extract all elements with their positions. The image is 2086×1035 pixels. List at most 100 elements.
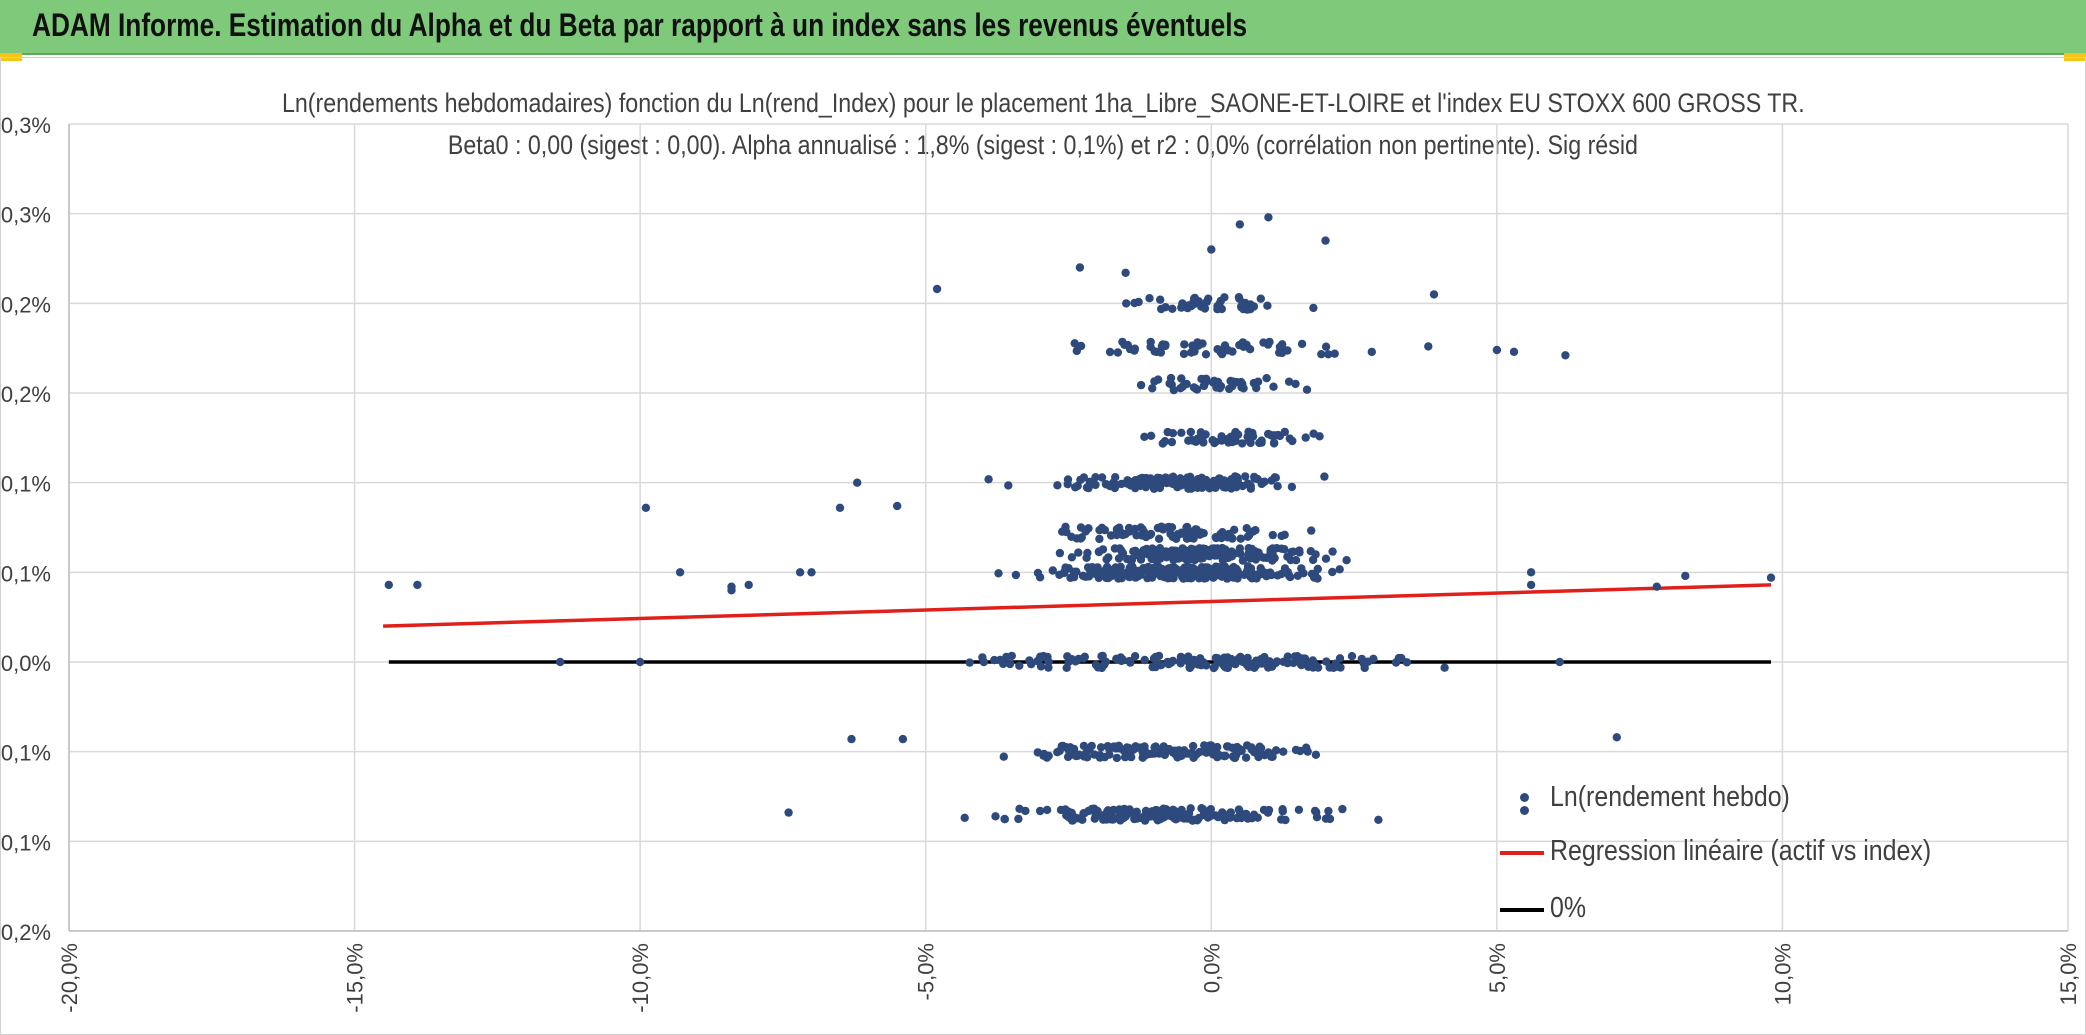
scatter-point (1136, 380, 1146, 390)
scatter-point (1095, 525, 1104, 535)
scatter-point (1236, 652, 1245, 662)
scatter-point (1252, 574, 1261, 583)
scatter-point (1261, 568, 1270, 578)
scatter-point (1114, 525, 1124, 534)
scatter-point (1189, 534, 1198, 543)
scatter-point (1262, 374, 1271, 383)
legend-line-icon (1500, 851, 1544, 855)
scatter-point (1247, 745, 1257, 754)
scatter-point (1325, 814, 1335, 824)
scatter-point (1256, 294, 1266, 303)
scatter-point (1264, 213, 1273, 222)
scatter-point (1197, 661, 1206, 670)
scatter-point (1555, 657, 1564, 667)
report-title: ADAM Informe. Estimation du Alpha et du … (32, 7, 1248, 43)
scatter-point (1267, 662, 1277, 671)
scatter-point (1440, 663, 1449, 672)
scatter-point (1118, 549, 1127, 558)
scatter-point (1113, 655, 1122, 664)
scatter-point (1125, 555, 1134, 565)
scatter-point (1297, 654, 1307, 663)
scatter-point (1324, 350, 1333, 359)
scatter-point (1063, 480, 1072, 489)
scatter-point (1330, 349, 1339, 358)
scatter-point (1011, 570, 1021, 580)
scatter-point (1283, 346, 1292, 355)
scatter-point (641, 503, 651, 512)
scatter-point (1652, 582, 1662, 591)
scatter-point (1087, 741, 1096, 751)
scatter-point (1176, 551, 1186, 561)
scatter-point (1197, 563, 1207, 572)
scatter-point (1208, 436, 1217, 445)
scatter-point (1145, 294, 1154, 303)
scatter-point (1174, 746, 1184, 755)
scatter-point (1070, 339, 1079, 348)
scatter-point (1297, 660, 1306, 670)
scatter-point (1367, 347, 1377, 357)
scatter-point (1027, 660, 1036, 669)
scatter-point (1121, 268, 1130, 277)
scatter-point (1177, 428, 1186, 437)
scatter-point (1242, 524, 1251, 533)
scatter-point (994, 569, 1003, 578)
scatter-point (1177, 805, 1186, 815)
scatter-point (1311, 750, 1321, 759)
scatter-point (1227, 655, 1236, 664)
legend-label-zero: 0% (1550, 892, 1587, 924)
scatter-point (1235, 544, 1245, 553)
scatter-point (1199, 810, 1208, 820)
scatter-point (1220, 815, 1229, 825)
scatter-point (898, 734, 908, 744)
scatter-point (1213, 305, 1222, 314)
scatter-point (1302, 743, 1311, 752)
scatter-point (984, 475, 993, 484)
scatter-point (1188, 816, 1197, 825)
scatter-point (1094, 573, 1104, 583)
scatter-point (1193, 434, 1202, 443)
scatter-point (1091, 473, 1100, 482)
scatter-point (1139, 743, 1148, 753)
scatter-point (1138, 753, 1147, 762)
x-tick-label: 15,0% (2056, 943, 2081, 1005)
scatter-point (1280, 545, 1289, 554)
scatter-point (1244, 427, 1253, 436)
scatter-point (1277, 531, 1286, 541)
scatter-point (1287, 482, 1297, 492)
scatter-point (1076, 534, 1085, 543)
scatter-point (1053, 481, 1062, 490)
scatter-point (1203, 551, 1213, 560)
scatter-point (1158, 439, 1168, 448)
scatter-point (1152, 347, 1162, 357)
scatter-point (1235, 340, 1244, 350)
scatter-point (1186, 804, 1195, 813)
scatter-point (807, 568, 816, 577)
scatter-point (1097, 652, 1106, 661)
y-tick-label: 0,0% (1, 651, 51, 676)
scatter-point (1321, 554, 1331, 563)
scatter-point (1241, 472, 1250, 481)
scatter-point (1015, 804, 1024, 813)
scatter-point (1055, 548, 1065, 558)
scatter-point (1168, 429, 1178, 438)
scatter-point (1161, 473, 1170, 482)
scatter-point (847, 734, 856, 744)
scatter-point (1357, 654, 1367, 664)
scatter-point (1294, 805, 1304, 814)
scatter-point (1284, 377, 1294, 386)
scatter-point (1246, 305, 1255, 314)
scatter-point (1139, 549, 1148, 559)
scatter-point (1164, 660, 1173, 669)
scatter-point (1288, 436, 1297, 446)
scatter-point (1103, 742, 1112, 751)
scatter-point (1236, 377, 1246, 387)
scatter-point (1177, 374, 1186, 383)
scatter-point (1332, 662, 1342, 671)
scatter-point (1076, 523, 1086, 532)
scatter-point (1260, 477, 1269, 486)
scatter-point (1152, 659, 1162, 669)
scatter-point (1342, 556, 1351, 565)
scatter-point (1241, 753, 1251, 762)
scatter-point (1225, 570, 1234, 579)
scatter-point (1170, 568, 1179, 578)
